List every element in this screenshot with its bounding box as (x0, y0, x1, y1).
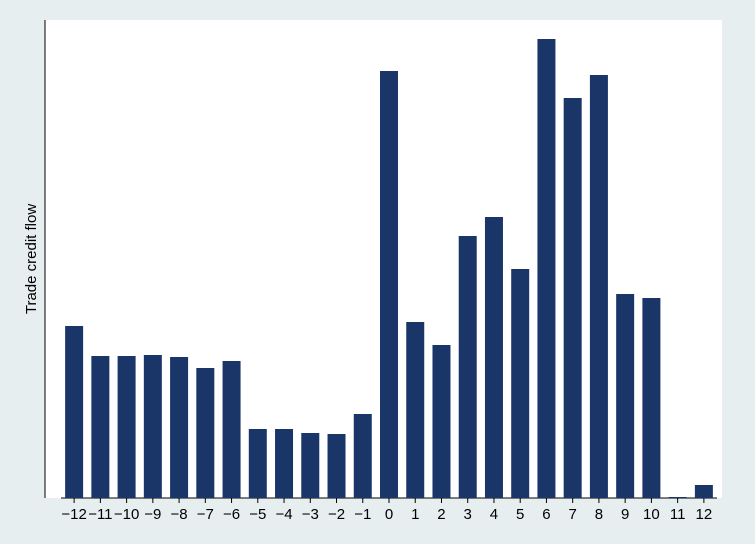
x-tick-label: 12 (696, 506, 713, 523)
x-tick-label: 2 (437, 506, 445, 523)
bar (563, 98, 582, 498)
bar (511, 269, 530, 498)
x-tick-label: 6 (542, 506, 550, 523)
bar (380, 71, 398, 498)
bar (117, 356, 136, 498)
x-tick-label: −2 (328, 506, 345, 523)
bar (275, 429, 294, 498)
bar (432, 345, 451, 498)
bar (353, 414, 372, 498)
bar (406, 322, 425, 498)
x-tick-label: 3 (464, 506, 472, 523)
x-tick-label: 7 (569, 506, 577, 523)
x-tick-label: −12 (61, 506, 86, 523)
x-tick-label: −4 (275, 506, 292, 523)
x-tick-label: 4 (490, 506, 498, 523)
x-tick-label: 10 (643, 506, 660, 523)
x-tick-label: −7 (197, 506, 214, 523)
x-tick-label: −11 (88, 506, 112, 523)
x-tick-label: −9 (144, 506, 161, 523)
bar (537, 39, 556, 498)
x-tick-label: 1 (411, 506, 419, 523)
bar (642, 298, 661, 498)
x-tick-label: 0 (385, 506, 393, 523)
bar (170, 357, 189, 498)
bar (589, 75, 608, 498)
bar (222, 361, 241, 498)
x-tick-label: −6 (223, 506, 240, 523)
bar (616, 294, 635, 498)
x-tick-label: 11 (670, 506, 686, 523)
y-axis-label: Trade credit flow (23, 204, 40, 314)
x-tick-label: −10 (114, 506, 139, 523)
bar (458, 236, 477, 498)
x-tick-label: −3 (302, 506, 319, 523)
bar (668, 497, 687, 498)
x-tick-label: −8 (171, 506, 188, 523)
bar (301, 433, 320, 498)
bar (143, 355, 162, 498)
x-tick-label: 8 (595, 506, 603, 523)
bar (196, 368, 215, 498)
bar (694, 485, 713, 498)
x-tick-label: −1 (354, 506, 371, 523)
bar (248, 429, 267, 498)
bar (327, 434, 346, 498)
x-tick-label: 9 (621, 506, 629, 523)
bar (484, 217, 503, 498)
bar (65, 326, 84, 498)
bar (91, 356, 110, 498)
x-tick-label: −5 (249, 506, 266, 523)
x-tick-label: 5 (516, 506, 524, 523)
